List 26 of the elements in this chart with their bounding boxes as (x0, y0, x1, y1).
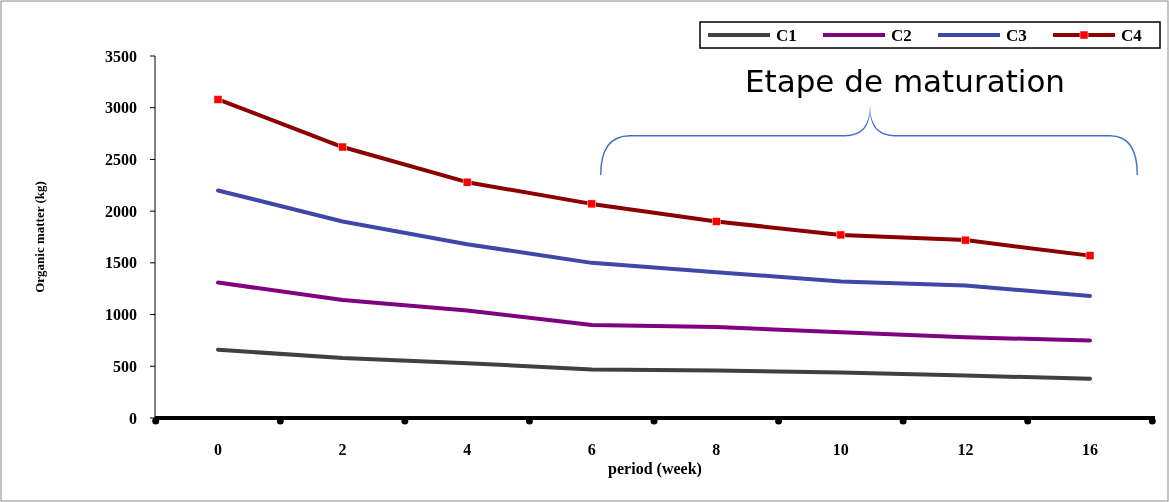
y-tick-label: 1500 (105, 254, 137, 272)
y-tick-label: 2000 (105, 202, 137, 220)
x-tick-label: 2 (338, 441, 347, 458)
x-axis-title: period (week) (608, 460, 702, 478)
x-tick-label: 6 (587, 441, 596, 458)
y-tick-label: 500 (113, 357, 137, 375)
legend-label: C4 (1121, 25, 1143, 45)
line-series (216, 347, 1092, 381)
x-tick-label: 10 (832, 441, 849, 458)
legend-label: C3 (1006, 25, 1027, 45)
y-tick-label: 3000 (105, 99, 137, 117)
x-tick-label: 16 (1082, 441, 1098, 458)
y-axis-title: Organic matter (kg) (32, 181, 47, 293)
y-tick-label: 2500 (105, 151, 137, 169)
x-tick-label: 12 (957, 441, 974, 458)
x-tick-label: 8 (712, 441, 721, 458)
x-tick-label: 0 (214, 441, 222, 458)
y-tick-label: 0 (129, 409, 137, 427)
y-tick-label: 3500 (105, 47, 137, 65)
line-series (216, 188, 1092, 298)
y-tick-label: 1000 (105, 306, 137, 324)
legend-label: C2 (891, 25, 912, 45)
x-tick-label: 4 (463, 441, 472, 458)
annotation: Etape de maturation (744, 63, 1066, 99)
line-series (216, 280, 1092, 343)
legend-label: C1 (776, 25, 797, 45)
